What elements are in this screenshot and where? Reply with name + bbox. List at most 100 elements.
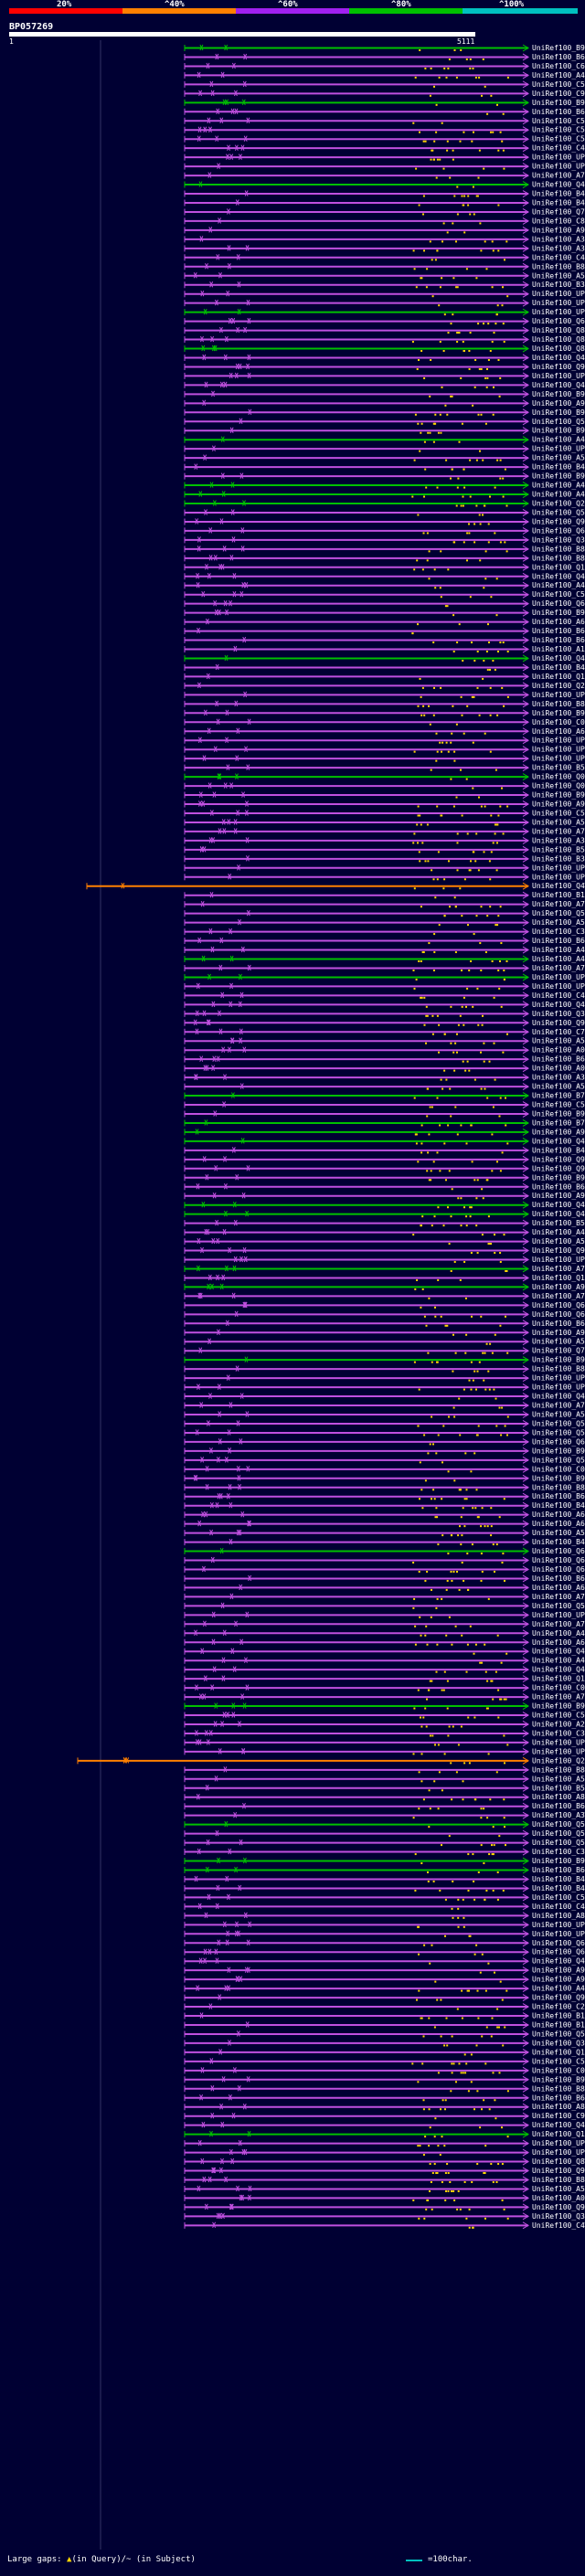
hit-row[interactable]: UniRef100_Q4QQD9 <box>184 572 585 580</box>
hit-row[interactable]: UniRef100_B6SUZ1 <box>184 1802 585 1810</box>
hit-label[interactable]: UniRef100_B9GSX2 <box>532 408 585 417</box>
hit-label[interactable]: UniRef100_B9NDR6 <box>532 1356 585 1364</box>
hit-label[interactable]: UniRef100_B8H2G4 <box>532 1765 585 1774</box>
hit-label[interactable]: UniRef100_UP1000... <box>532 1930 585 1938</box>
hit-label[interactable]: UniRef100_C8VAV1 <box>532 217 585 225</box>
hit-label[interactable]: UniRef100_UP1000... <box>532 691 585 699</box>
hit-label[interactable]: UniRef100_Q5Y075 <box>532 1820 585 1829</box>
hit-row[interactable]: UniRef100_Q54VJ6 <box>184 1829 585 1838</box>
hit-label[interactable]: UniRef100_A0I1E4 <box>532 1046 585 1055</box>
hit-row[interactable]: UniRef100_C8VAV1 <box>184 217 585 225</box>
hit-row[interactable]: UniRef100_A5VCN8 <box>184 1775 585 1783</box>
hit-row[interactable]: UniRef100_A7PA97 <box>184 964 585 972</box>
hit-row[interactable]: UniRef100_A5PBL4 <box>184 271 585 280</box>
hit-row[interactable]: UniRef100_B1FX93 <box>184 2020 585 2029</box>
hit-label[interactable]: UniRef100_C5DSS0 <box>532 809 585 817</box>
hit-row[interactable]: UniRef100_B9HHP9 <box>184 472 585 481</box>
hit-row[interactable]: UniRef100_A6RPN1 <box>184 1584 585 1592</box>
hit-label[interactable]: UniRef100_Q9U0A1 <box>532 1019 585 1027</box>
hit-row[interactable]: UniRef100_A9V6A6 <box>184 226 585 234</box>
hit-row[interactable]: UniRef100_B8C1B0 <box>184 1483 585 1491</box>
hit-row[interactable]: UniRef100_A0I1E4 <box>184 1046 585 1055</box>
hit-label[interactable]: UniRef100_Q0CRN1 <box>532 773 585 781</box>
hit-row[interactable]: UniRef100_A4IC59 <box>184 1985 585 1993</box>
hit-label[interactable]: UniRef100_A4HMB8 <box>532 955 585 963</box>
hit-label[interactable]: UniRef100_A6RPN1 <box>532 1584 585 1592</box>
hit-label[interactable]: UniRef100_B9G4G2 <box>532 1857 585 1865</box>
hit-row[interactable]: UniRef100_UP1000... <box>184 290 585 298</box>
hit-row[interactable]: UniRef100_C0PQY2 <box>184 1465 585 1473</box>
hit-row[interactable]: UniRef100_Q6ICZ0 <box>184 1939 585 1947</box>
hit-label[interactable]: UniRef100_Q2FUW4 <box>532 500 585 508</box>
hit-row[interactable]: UniRef100_Q3EDD3 <box>184 2212 585 2221</box>
hit-row[interactable]: UniRef100_B9G4G2 <box>184 1857 585 1865</box>
hit-label[interactable]: UniRef100_B1YPT1 <box>532 891 585 899</box>
hit-label[interactable]: UniRef100_UP1000... <box>532 873 585 881</box>
hit-label[interactable]: UniRef100_Q6Z8Q7 <box>532 317 585 325</box>
hit-row[interactable]: UniRef100_UP1000... <box>184 982 585 991</box>
hit-row[interactable]: UniRef100_A4HMB8 <box>184 955 585 963</box>
hit-label[interactable]: UniRef100_Q2JSH5 <box>532 1756 585 1765</box>
hit-row[interactable]: UniRef100_C5Z861 <box>184 80 585 89</box>
hit-row[interactable]: UniRef100_B9GPW0 <box>184 1702 585 1711</box>
hit-label[interactable]: UniRef100_A3QMN4 <box>532 244 585 252</box>
hit-label[interactable]: UniRef100_B4JLZ9 <box>532 1146 585 1154</box>
hit-row[interactable]: UniRef100_A6UTM8 <box>184 1638 585 1647</box>
hit-row[interactable]: UniRef100_Q5LIE8 <box>184 1428 585 1436</box>
hit-label[interactable]: UniRef100_Q4C084 <box>532 181 585 189</box>
hit-row[interactable]: UniRef100_Q6ZZ32 <box>184 599 585 608</box>
hit-row[interactable]: UniRef100_A4HMB6 <box>184 946 585 954</box>
hit-row[interactable]: UniRef100_A6RFI1 <box>184 1520 585 1528</box>
hit-row[interactable]: UniRef100_Q1DI10 <box>184 1675 585 1683</box>
hit-row[interactable]: UniRef100_Q86154 <box>184 326 585 334</box>
hit-row[interactable]: UniRef100_A7YC29 <box>184 900 585 908</box>
hit-label[interactable]: UniRef100_Q5SJY0 <box>532 418 585 426</box>
hit-row[interactable]: UniRef100_A3BZ52 <box>184 836 585 844</box>
hit-row[interactable]: UniRef100_Q54U48 <box>184 1839 585 1847</box>
hit-row[interactable]: UniRef100_Q4A2S9 <box>184 1393 585 1401</box>
hit-label[interactable]: UniRef100_A6UTM8 <box>532 1638 585 1647</box>
hit-row[interactable]: UniRef100_C4JPK1 <box>184 253 585 261</box>
hit-label[interactable]: UniRef100_A6Q8C0 <box>532 618 585 626</box>
hit-label[interactable]: UniRef100_B7ZXN1 <box>532 1118 585 1127</box>
hit-row[interactable]: UniRef100_Q9VR49 <box>184 363 585 371</box>
hit-label[interactable]: UniRef100_A7H9N7 <box>532 1620 585 1628</box>
hit-label[interactable]: UniRef100_B9GEP3 <box>532 99 585 107</box>
hit-label[interactable]: UniRef100_A5VT41 <box>532 1083 585 1091</box>
hit-label[interactable]: UniRef100_Q4VZL0 <box>532 2121 585 2129</box>
hit-row[interactable]: UniRef100_Q6SEE6 <box>184 1437 585 1446</box>
hit-row[interactable]: UniRef100_B4KZJ1 <box>184 1884 585 1892</box>
hit-row[interactable]: UniRef100_UP1000... <box>184 163 585 171</box>
hit-row[interactable]: UniRef100_B6SSS9 <box>184 636 585 644</box>
hit-label[interactable]: UniRef100_A3AKD0 <box>532 1074 585 1082</box>
hit-label[interactable]: UniRef100_B6KB77 <box>532 108 585 116</box>
hit-label[interactable]: UniRef100_A5PBL4 <box>532 271 585 280</box>
hit-row[interactable]: UniRef100_B6KAY2 <box>184 1055 585 1064</box>
hit-row[interactable]: UniRef100_C0NIF7 <box>184 718 585 726</box>
hit-label[interactable]: UniRef100_Q4QQD9 <box>532 572 585 580</box>
hit-row[interactable]: UniRef100_UP1000... <box>184 691 585 699</box>
hit-row[interactable]: UniRef100_UP1000... <box>184 445 585 453</box>
hit-row[interactable]: UniRef100_A5DFN1 <box>184 818 585 826</box>
hit-row[interactable]: UniRef100_Q9U0A1 <box>184 1019 585 1027</box>
hit-label[interactable]: UniRef100_B7QF0K <box>532 1092 585 1100</box>
hit-row[interactable]: UniRef100_B8BCN6 <box>184 2084 585 2093</box>
hit-row[interactable]: UniRef100_Q5LV48 <box>184 508 585 516</box>
hit-row[interactable]: UniRef100_B8A626 <box>184 554 585 562</box>
hit-row[interactable]: UniRef100_B6SGE8 <box>184 627 585 635</box>
hit-row[interactable]: UniRef100_Q9DUN5 <box>184 1994 585 2002</box>
hit-label[interactable]: UniRef100_B6QUR5 <box>532 1574 585 1583</box>
hit-row[interactable]: UniRef100_Q4WQR5 <box>86 882 585 890</box>
hit-label[interactable]: UniRef100_B6KAY2 <box>532 1055 585 1064</box>
hit-label[interactable]: UniRef100_C5Y1N5 <box>532 117 585 125</box>
hit-label[interactable]: UniRef100_UP1000... <box>532 982 585 991</box>
hit-row[interactable]: UniRef100_B8NLX1 <box>184 1365 585 1373</box>
hit-label[interactable]: UniRef100_A2ECB2 <box>532 1720 585 1728</box>
hit-row[interactable]: UniRef100_A4G4V1 <box>184 71 585 80</box>
hit-label[interactable]: UniRef100_A5P6W7 <box>532 1237 585 1246</box>
hit-label[interactable]: UniRef100_B6KL59 <box>532 53 585 61</box>
hit-row[interactable]: UniRef100_A5UZG1 <box>184 2185 585 2193</box>
hit-row[interactable]: UniRef100_Q3HSP5 <box>184 1010 585 1018</box>
hit-row[interactable]: UniRef100_A5VT41 <box>184 1083 585 1091</box>
hit-row[interactable]: UniRef100_Q5NHX5 <box>184 909 585 917</box>
